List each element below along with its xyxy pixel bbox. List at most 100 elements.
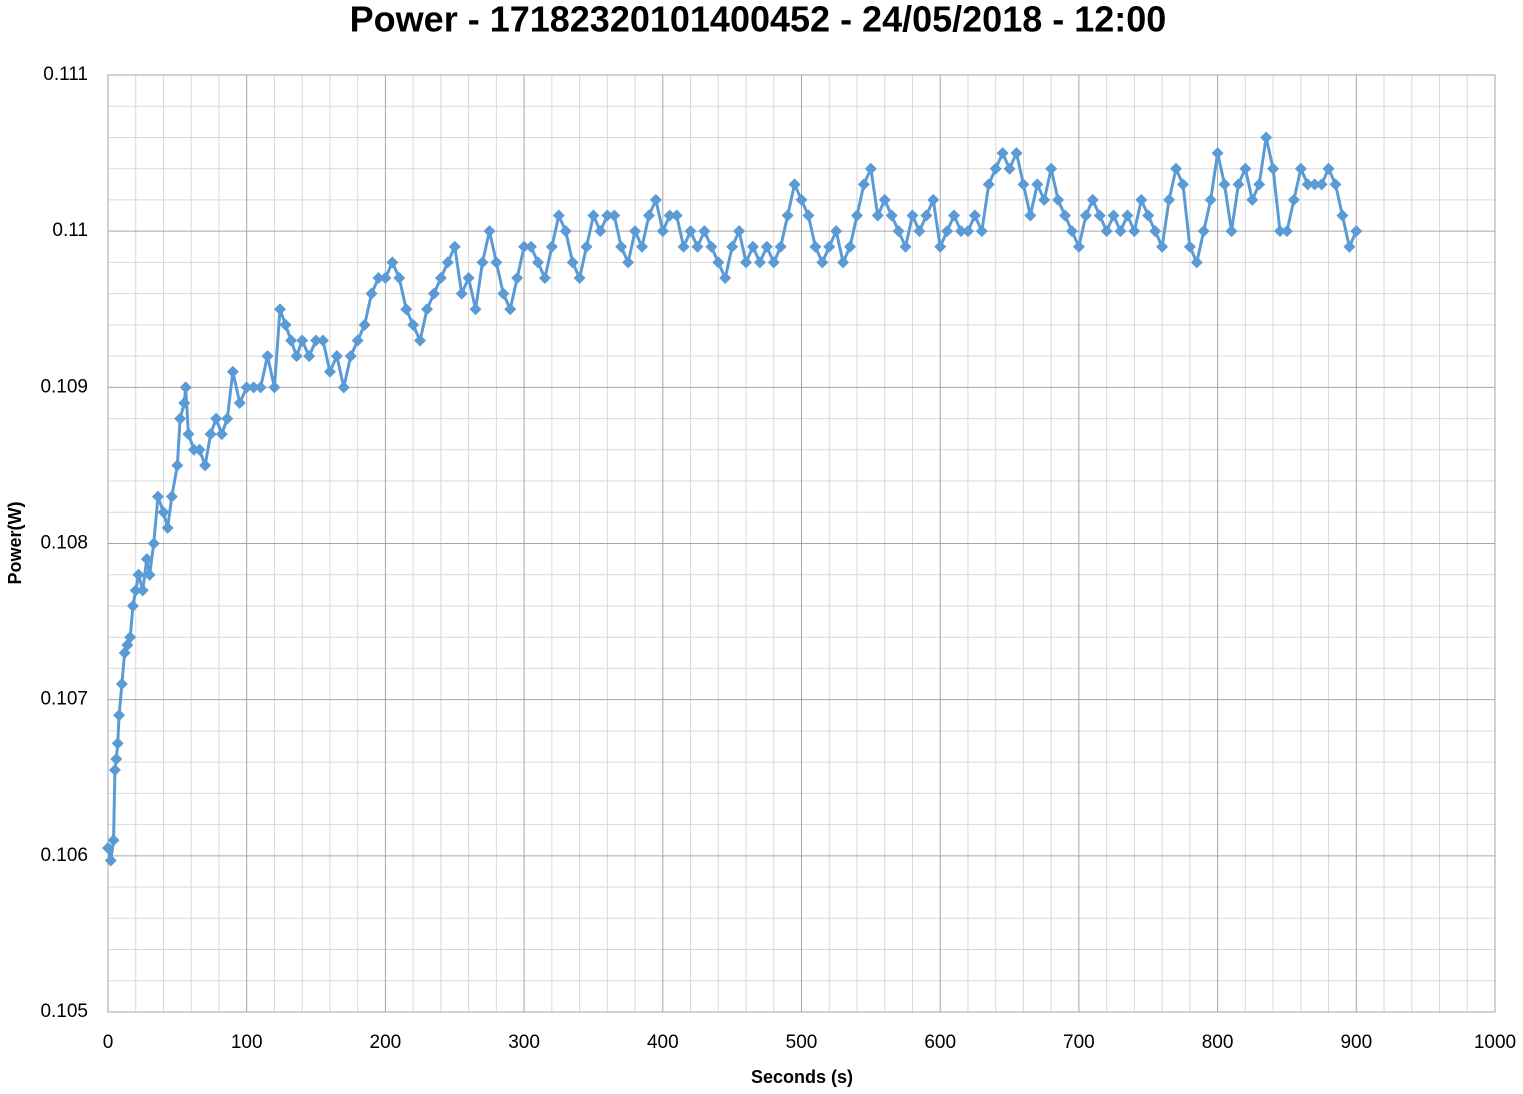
data-point — [111, 737, 124, 750]
data-point — [421, 303, 434, 316]
data-point — [941, 225, 954, 238]
y-tick-label: 0.105 — [40, 1001, 88, 1022]
data-point — [147, 537, 160, 550]
data-point — [816, 256, 829, 269]
data-point — [594, 225, 607, 238]
data-point — [1301, 178, 1314, 191]
data-point — [1246, 193, 1259, 206]
data-point — [210, 412, 223, 425]
data-point — [296, 334, 309, 347]
data-point — [795, 193, 808, 206]
data-point — [285, 334, 298, 347]
data-point — [1225, 225, 1238, 238]
data-point — [108, 763, 121, 776]
data-point — [601, 209, 614, 222]
data-point — [303, 350, 316, 363]
data-point — [1100, 225, 1113, 238]
data-point — [982, 178, 995, 191]
data-point — [372, 272, 385, 285]
y-tick-label: 0.108 — [40, 533, 88, 554]
data-point — [1232, 178, 1245, 191]
data-point — [1045, 162, 1058, 175]
data-point — [934, 240, 947, 253]
data-point — [878, 193, 891, 206]
data-point — [531, 256, 544, 269]
x-tick-label: 900 — [1340, 1032, 1372, 1053]
data-point — [670, 209, 683, 222]
data-point — [1280, 225, 1293, 238]
data-point — [518, 240, 531, 253]
chart-title: Power - 17182320101400452 - 24/05/2018 -… — [350, 0, 1167, 40]
data-point — [622, 256, 635, 269]
data-point — [538, 272, 551, 285]
data-point — [1315, 178, 1328, 191]
data-point — [823, 240, 836, 253]
data-point — [261, 350, 274, 363]
data-point — [1072, 240, 1085, 253]
data-point — [656, 225, 669, 238]
data-point — [215, 428, 228, 441]
plot-border — [107, 74, 1496, 1013]
data-point — [290, 350, 303, 363]
y-tick-label: 0.106 — [40, 845, 88, 866]
data-point — [913, 225, 926, 238]
data-point — [968, 209, 981, 222]
data-point — [455, 287, 468, 300]
data-point — [746, 240, 759, 253]
data-point — [254, 381, 267, 394]
data-point — [221, 412, 234, 425]
data-point — [1052, 193, 1065, 206]
data-point — [885, 209, 898, 222]
data-point — [705, 240, 718, 253]
data-point — [1121, 209, 1134, 222]
x-tick-label: 1000 — [1474, 1032, 1516, 1053]
data-point — [379, 272, 392, 285]
data-point — [310, 334, 323, 347]
data-point — [344, 350, 357, 363]
data-point — [1183, 240, 1196, 253]
data-point — [830, 225, 843, 238]
data-point — [1163, 193, 1176, 206]
data-point — [677, 240, 690, 253]
data-point — [864, 162, 877, 175]
data-point — [844, 240, 857, 253]
data-point — [1003, 162, 1016, 175]
data-point — [1308, 178, 1321, 191]
x-tick-label: 700 — [1063, 1032, 1095, 1053]
data-point — [1086, 193, 1099, 206]
data-point — [1253, 178, 1266, 191]
data-point — [698, 225, 711, 238]
y-axis-title: Power(W) — [5, 501, 25, 584]
data-point — [920, 209, 933, 222]
data-point — [434, 272, 447, 285]
data-point — [113, 709, 126, 722]
data-point — [1322, 162, 1335, 175]
data-point — [1176, 178, 1189, 191]
x-tick-label: 500 — [786, 1032, 818, 1053]
data-point — [1156, 240, 1169, 253]
data-point — [1169, 162, 1182, 175]
data-point — [809, 240, 822, 253]
data-point — [545, 240, 558, 253]
data-point — [961, 225, 974, 238]
data-point — [365, 287, 378, 300]
data-point — [857, 178, 870, 191]
data-point — [850, 209, 863, 222]
data-point — [663, 209, 676, 222]
data-point — [414, 334, 427, 347]
data-point — [337, 381, 350, 394]
data-point — [511, 272, 524, 285]
data-point — [182, 428, 195, 441]
y-tick-label: 0.109 — [40, 376, 88, 397]
data-point — [469, 303, 482, 316]
data-point — [171, 459, 184, 472]
data-point — [161, 521, 174, 534]
data-point — [837, 256, 850, 269]
data-point — [892, 225, 905, 238]
data-point — [871, 209, 884, 222]
data-point — [386, 256, 399, 269]
x-tick-label: 400 — [647, 1032, 679, 1053]
data-point — [559, 225, 572, 238]
data-point — [427, 287, 440, 300]
